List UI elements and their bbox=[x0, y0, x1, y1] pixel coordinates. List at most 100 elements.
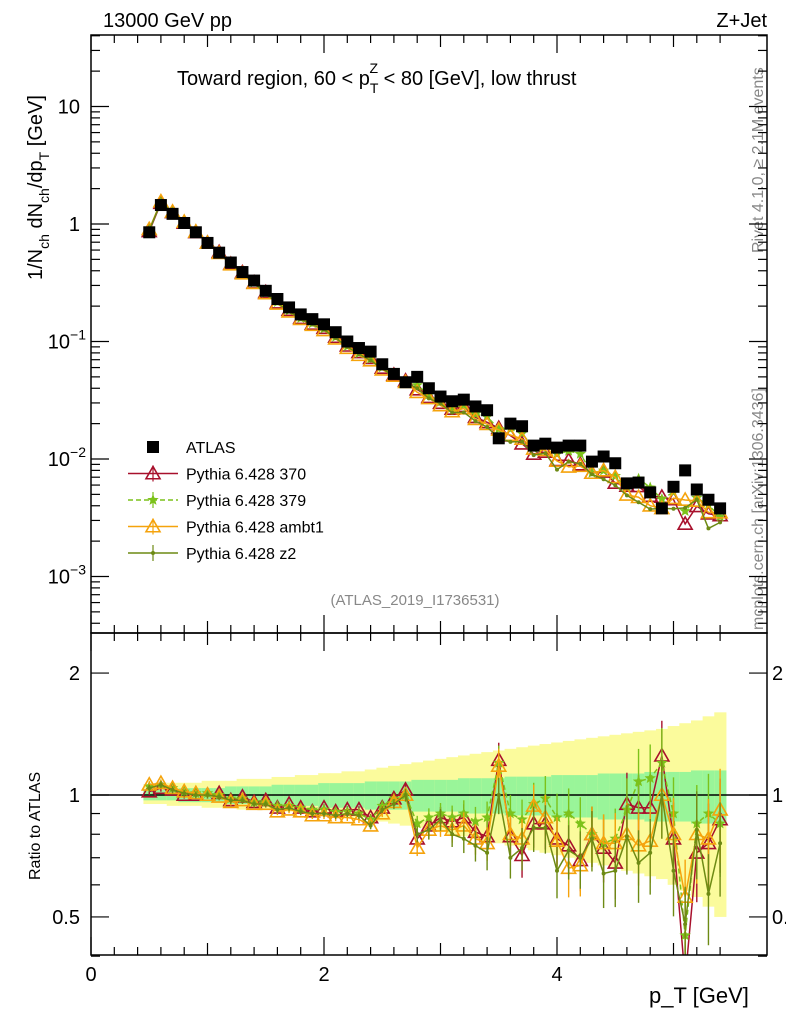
ratio-point-z2 bbox=[391, 802, 396, 807]
data-point-atlas bbox=[259, 284, 272, 297]
data-point-370 bbox=[536, 443, 554, 459]
data-point-atlas bbox=[352, 342, 365, 355]
data-point-z2 bbox=[706, 526, 711, 531]
ratio-point-z2 bbox=[438, 817, 443, 822]
data-point-z2 bbox=[578, 461, 583, 466]
mcplots-label: mcplots.cern.ch [arXiv:1306.3436] bbox=[750, 388, 767, 630]
data-point-z2 bbox=[520, 439, 525, 444]
data-point-ambt1 bbox=[478, 415, 496, 431]
data-point-atlas bbox=[166, 207, 179, 220]
data-point-atlas bbox=[714, 502, 727, 515]
data-point-atlas bbox=[644, 486, 657, 499]
legend-label: Pythia 6.428 379 bbox=[186, 493, 306, 510]
data-point-atlas bbox=[434, 390, 447, 403]
data-point-ambt1 bbox=[665, 489, 682, 505]
ratio-point-z2 bbox=[718, 841, 723, 846]
data-point-379 bbox=[714, 510, 726, 522]
ratio-point-z2 bbox=[322, 811, 326, 816]
data-point-atlas bbox=[376, 358, 389, 371]
ratio-point-379 bbox=[446, 811, 458, 823]
data-point-atlas bbox=[364, 345, 377, 358]
data-point-379 bbox=[574, 447, 586, 459]
data-point-ambt1 bbox=[548, 452, 566, 468]
stat-uncertainty-bin bbox=[457, 778, 471, 814]
data-point-ambt1 bbox=[595, 461, 612, 477]
data-point-atlas bbox=[516, 420, 529, 433]
ratio-point-z2 bbox=[496, 793, 501, 797]
data-point-z2 bbox=[601, 477, 606, 482]
data-point-atlas bbox=[504, 417, 517, 430]
data-point-370 bbox=[676, 515, 694, 531]
ratio-point-ambt1 bbox=[338, 808, 356, 824]
data-point-z2 bbox=[426, 396, 431, 401]
ratio-point-z2 bbox=[555, 868, 559, 873]
data-point-z2 bbox=[531, 453, 536, 458]
data-point-atlas bbox=[609, 457, 622, 470]
ratio-point-z2 bbox=[508, 855, 513, 860]
data-point-atlas bbox=[154, 199, 167, 212]
data-point-atlas bbox=[306, 313, 319, 326]
ratio-point-z2 bbox=[252, 802, 257, 807]
data-point-atlas bbox=[585, 455, 598, 468]
ratio-line-z2 bbox=[149, 783, 721, 925]
ratio-point-z2 bbox=[275, 807, 280, 812]
ratio-point-ambt1 bbox=[303, 806, 321, 822]
ratio-point-z2 bbox=[648, 850, 653, 855]
data-point-atlas bbox=[341, 335, 354, 348]
data-point-atlas bbox=[387, 367, 400, 380]
data-point-z2 bbox=[718, 520, 723, 525]
ratio-point-z2 bbox=[263, 802, 268, 807]
data-point-atlas bbox=[236, 266, 249, 279]
y-tick-label: 10 bbox=[58, 97, 80, 119]
data-point-ambt1 bbox=[560, 458, 578, 473]
data-point-z2 bbox=[566, 459, 571, 464]
data-point-ambt1 bbox=[432, 396, 449, 412]
y-tick-exponent: −1 bbox=[70, 327, 86, 343]
data-point-atlas bbox=[399, 376, 412, 389]
y-tick-label: 10−2 bbox=[48, 444, 86, 471]
data-point-370 bbox=[560, 451, 578, 467]
ratio-point-z2 bbox=[298, 809, 303, 814]
data-point-z2 bbox=[555, 467, 559, 472]
main-frame bbox=[90, 34, 768, 634]
data-point-ambt1 bbox=[618, 486, 636, 501]
header-right: Z+Jet bbox=[716, 10, 767, 32]
ratio-y-tick-label-left: 2 bbox=[69, 663, 80, 685]
legend-label: Pythia 6.428 ambt1 bbox=[186, 520, 324, 537]
data-point-z2 bbox=[636, 500, 641, 505]
data-point-atlas bbox=[469, 400, 482, 413]
ratio-point-z2 bbox=[403, 793, 408, 797]
ratio-point-z2 bbox=[485, 850, 490, 855]
y-tick-base: 10 bbox=[48, 567, 70, 589]
data-point-atlas bbox=[667, 480, 680, 493]
data-point-z2 bbox=[589, 472, 594, 477]
y-axis-label: 1/Nch dNch/dpT [GeV] bbox=[25, 95, 52, 280]
ratio-point-379 bbox=[504, 807, 517, 819]
data-point-ambt1 bbox=[420, 389, 438, 405]
data-point-atlas bbox=[690, 483, 703, 496]
ratio-point-379 bbox=[551, 811, 563, 823]
ratio-point-z2 bbox=[543, 825, 548, 830]
data-point-atlas bbox=[201, 236, 214, 249]
ratio-point-379 bbox=[644, 772, 656, 784]
data-point-atlas bbox=[620, 477, 633, 490]
ratio-point-z2 bbox=[193, 793, 198, 797]
x-tick-label: 0 bbox=[85, 964, 96, 986]
stat-uncertainty-bin bbox=[597, 773, 610, 820]
data-point-atlas bbox=[574, 439, 587, 452]
ratio-point-ambt1 bbox=[408, 839, 426, 855]
data-point-atlas bbox=[655, 502, 668, 515]
ratio-point-ambt1 bbox=[700, 830, 717, 845]
ratio-point-379 bbox=[411, 817, 423, 829]
ratio-point-379 bbox=[632, 775, 645, 787]
ratio-point-z2 bbox=[613, 868, 618, 873]
rivet-label: Rivet 4.1.0, ≥ 2.1M events bbox=[750, 67, 767, 253]
data-point-z2 bbox=[485, 425, 490, 430]
data-point-atlas bbox=[213, 246, 226, 259]
ratio-point-z2 bbox=[158, 782, 163, 787]
ratio-point-z2 bbox=[473, 843, 478, 848]
ratio-point-379 bbox=[469, 815, 482, 827]
y-tick-base: 10 bbox=[48, 332, 70, 354]
data-point-z2 bbox=[450, 410, 455, 415]
ratio-point-z2 bbox=[415, 832, 420, 837]
